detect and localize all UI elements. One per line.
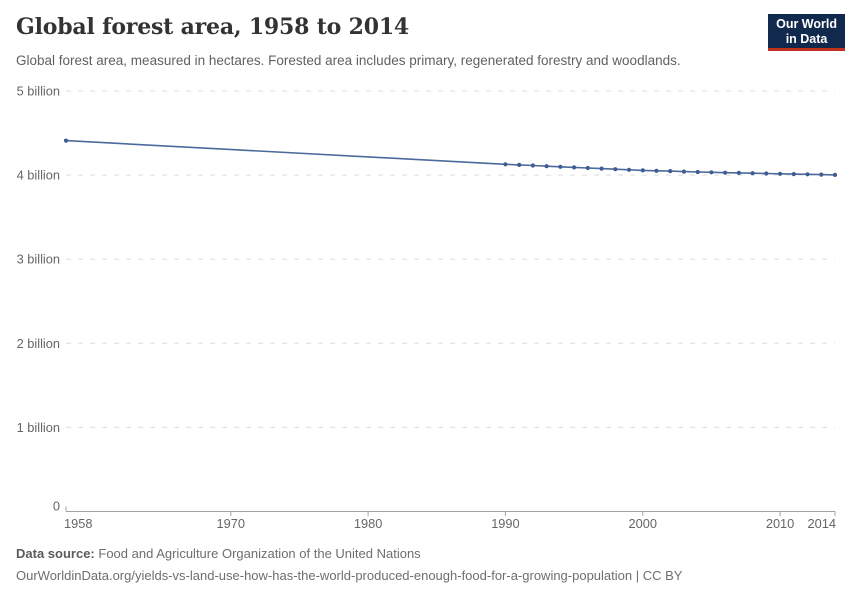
data-point-marker: [517, 162, 522, 167]
data-source-label: Data source:: [16, 546, 95, 561]
data-point-marker: [681, 169, 687, 174]
y-axis-tick-label: 5 billion: [17, 84, 60, 99]
x-axis-tick-label: 2010: [766, 516, 794, 531]
chart-footer: Data source: Food and Agriculture Organi…: [16, 546, 682, 583]
data-point-marker: [791, 172, 796, 177]
x-axis-tick-label: 1970: [217, 516, 245, 531]
y-axis-tick-label: 0: [53, 499, 60, 514]
data-point-marker: [530, 163, 536, 168]
data-line: [65, 139, 836, 176]
data-point-marker: [640, 168, 645, 173]
x-axis-tick-label: 2014: [808, 516, 836, 531]
data-point-marker: [764, 171, 769, 176]
data-point-marker: [819, 172, 824, 177]
data-point-marker: [503, 162, 508, 167]
data-point-marker: [599, 166, 604, 171]
data-point-marker: [695, 169, 700, 175]
page-title: Global forest area, 1958 to 2014: [16, 14, 410, 40]
owid-logo-line1: Our World: [776, 17, 837, 31]
chart-subtitle: Global forest area, measured in hectares…: [16, 53, 681, 68]
citation-url[interactable]: OurWorldinData.org/yields-vs-land-use-ho…: [16, 568, 683, 583]
data-point-marker: [626, 167, 632, 172]
data-source-line: Data source: Food and Agriculture Organi…: [16, 546, 682, 561]
x-axis-tick-label: 1980: [354, 516, 382, 531]
data-point-marker: [613, 167, 618, 172]
data-point-marker: [723, 170, 728, 175]
data-point-marker: [778, 171, 783, 176]
data-point-marker: [544, 164, 549, 169]
data-point-marker: [558, 164, 563, 169]
data-point-marker: [668, 169, 673, 174]
y-axis-tick-label: 4 billion: [17, 168, 60, 183]
line-chart-canvas: 0 1 billion 2 billion 3 billion 4 billion 5 b…: [17, 84, 838, 531]
x-axis-tick-label: 1990: [491, 516, 519, 531]
data-point-marker: [572, 165, 577, 170]
owid-logo[interactable]: Our World in Data: [768, 14, 845, 51]
y-axis-tick-label: 1 billion: [17, 420, 60, 435]
owid-logo-line2: in Data: [785, 31, 828, 46]
y-axis-tick-label: 2 billion: [17, 336, 60, 351]
x-axis-tick-label: 1958: [64, 516, 92, 531]
data-point-marker: [750, 171, 755, 176]
x-axis-tick-label: 2000: [629, 516, 657, 531]
data-point-marker: [654, 168, 659, 173]
y-axis-tick-label: 3 billion: [17, 252, 60, 267]
data-point-marker: [585, 165, 590, 171]
data-point-marker: [709, 170, 714, 175]
data-source-value: Food and Agriculture Organization of the…: [98, 546, 421, 561]
data-point-marker: [63, 138, 69, 143]
data-point-marker: [832, 172, 838, 177]
data-point-marker: [805, 172, 810, 177]
data-point-marker: [736, 170, 742, 175]
